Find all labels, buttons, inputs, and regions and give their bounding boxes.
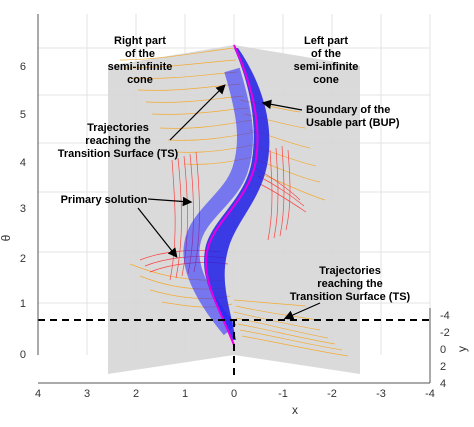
annotation-ts-upper: Trajectories reaching the Transition Sur… <box>58 122 179 160</box>
primary-solution-band-2 <box>183 67 254 336</box>
z-tick-label: 3 <box>20 203 26 215</box>
x-tick-label: -2 <box>327 388 337 400</box>
annotation-line: reaching the <box>85 135 150 147</box>
arrow-primary <box>147 196 193 207</box>
primary-solution <box>183 48 270 340</box>
bup-boundary <box>205 44 259 346</box>
annotation-line: semi-infinite <box>108 61 173 73</box>
z-tick-label: 4 <box>20 157 26 169</box>
annotation-line: of the <box>311 48 341 60</box>
arrow-primary-down <box>137 207 178 258</box>
y-tick-label: 0 <box>440 344 446 356</box>
x-axis-ticks: 4 3 2 1 0 -1 -2 -3 -4 <box>35 388 435 400</box>
annotation-line: Transition Surface (TS) <box>58 148 179 160</box>
annotation-line: Boundary of the <box>306 104 390 116</box>
y-axis-label: y <box>455 346 469 352</box>
x-tick-label: 4 <box>35 388 41 400</box>
y-tick-label: 2 <box>440 361 446 373</box>
annotation-right-part: Right part of the semi-infinite cone <box>108 35 173 86</box>
y-tick-label: 4 <box>440 378 446 390</box>
z-tick-label: 5 <box>20 109 26 121</box>
y-axis-ticks: -4 -2 0 2 4 <box>440 310 450 390</box>
annotation-line: Primary solution <box>61 194 148 206</box>
arrow-bup <box>261 99 303 111</box>
annotation-line: Right part <box>114 35 166 47</box>
ts-trajectories-lower <box>129 263 349 357</box>
arrow-ts-lower <box>283 302 321 320</box>
annotation-bup: Boundary of the Usable part (BUP) <box>306 104 400 129</box>
z-axis-ticks: 0 1 2 3 4 5 6 <box>20 61 26 361</box>
annotation-line: Left part <box>304 35 348 47</box>
annotation-primary: Primary solution <box>61 194 148 206</box>
annotation-line: reaching the <box>317 278 382 290</box>
x-tick-label: -1 <box>278 388 288 400</box>
z-tick-label: 1 <box>20 298 26 310</box>
annotation-line: of the <box>125 48 155 60</box>
annotation-left-part: Left part of the semi-infinite cone <box>294 35 359 86</box>
annotation-line: Transition Surface (TS) <box>290 291 411 303</box>
axis-lines <box>37 14 431 384</box>
annotation-line: semi-infinite <box>294 61 359 73</box>
z-tick-label: 2 <box>20 253 26 265</box>
arrow-ts-upper <box>169 84 226 141</box>
annotation-arrows <box>137 84 321 320</box>
primary-solution-band <box>204 48 270 340</box>
annotation-line: Trajectories <box>87 122 149 134</box>
annotation-line: cone <box>127 74 153 86</box>
x-tick-label: -3 <box>376 388 386 400</box>
y-tick-label: -4 <box>440 310 450 322</box>
z-tick-label: 6 <box>20 61 26 73</box>
x-tick-label: 0 <box>231 388 237 400</box>
x-tick-label: 2 <box>133 388 139 400</box>
z-tick-label: 0 <box>20 349 26 361</box>
x-tick-label: -4 <box>425 388 435 400</box>
y-tick-label: -2 <box>440 327 450 339</box>
annotation-line: Usable part (BUP) <box>306 117 400 129</box>
x-tick-label: 3 <box>84 388 90 400</box>
annotation-line: Trajectories <box>319 265 381 277</box>
x-axis-label: x <box>292 403 298 417</box>
z-axis-label: θ <box>0 234 13 241</box>
dashed-reference <box>38 319 430 380</box>
annotation-line: cone <box>313 74 339 86</box>
x-tick-label: 1 <box>182 388 188 400</box>
annotation-ts-lower: Trajectories reaching the Transition Sur… <box>290 265 411 303</box>
